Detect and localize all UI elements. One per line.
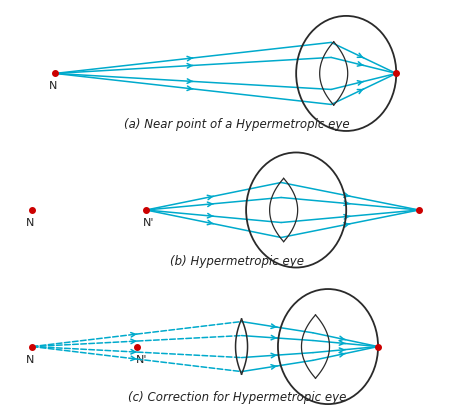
Text: (b) Hypermetropic eye: (b) Hypermetropic eye — [170, 255, 304, 268]
Text: N': N' — [143, 218, 154, 228]
Text: (c) Correction for Hypermetropic eye: (c) Correction for Hypermetropic eye — [128, 391, 346, 404]
Text: (a) Near point of a Hypermetropic eye: (a) Near point of a Hypermetropic eye — [124, 118, 350, 131]
Text: N: N — [26, 354, 34, 365]
Text: N: N — [48, 81, 57, 92]
Text: N: N — [26, 218, 34, 228]
Text: N': N' — [136, 354, 147, 365]
